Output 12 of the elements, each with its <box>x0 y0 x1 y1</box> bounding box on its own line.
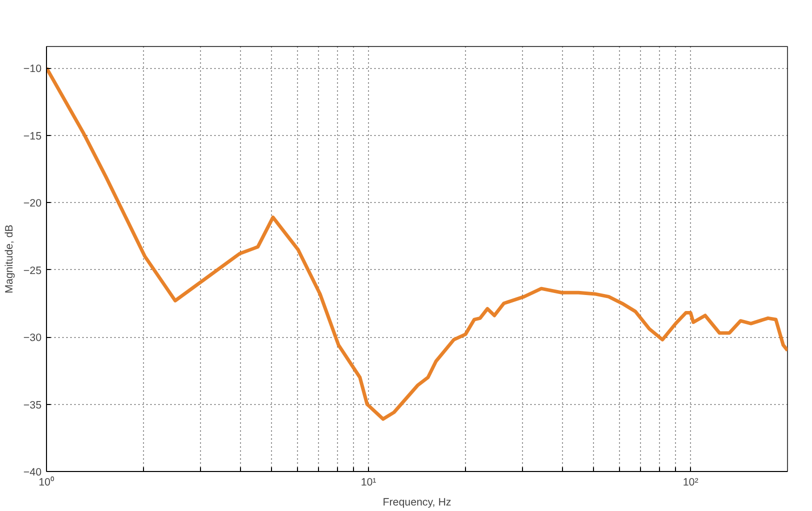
y-tick-label: −25 <box>23 264 42 277</box>
x-tick-label: 10¹ <box>360 476 377 488</box>
y-tick-label: −30 <box>23 332 42 344</box>
y-tick-label: −10 <box>23 63 42 76</box>
x-tick-label: 10² <box>682 476 699 488</box>
y-tick-label: −20 <box>23 198 42 210</box>
y-axis-title: Magnitude, dB <box>3 224 16 294</box>
x-axis-title: Frequency, Hz <box>382 496 452 508</box>
y-tick-label: −40 <box>23 466 42 478</box>
x-tick-label: 10⁰ <box>38 476 54 488</box>
y-tick-label: −15 <box>23 130 42 142</box>
y-tick-label: −35 <box>23 399 42 412</box>
